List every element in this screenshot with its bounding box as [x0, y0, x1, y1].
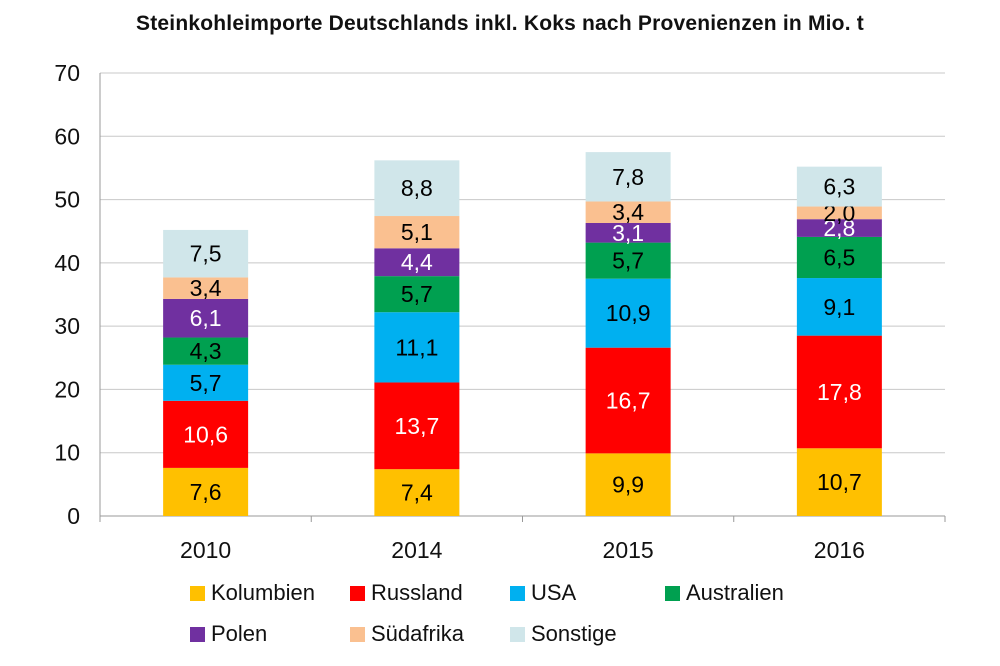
bar-segment: [585, 201, 671, 223]
data-label: 11,1: [395, 334, 438, 360]
bar-segment: [796, 236, 882, 279]
bar-segment: [796, 448, 882, 516]
bar-segment: [796, 206, 882, 220]
y-tick-label: 50: [54, 187, 80, 213]
data-label: 3,1: [612, 220, 644, 246]
bar-segment: [163, 337, 249, 365]
data-label: 7,5: [190, 241, 222, 267]
bar-segment: [163, 400, 249, 468]
bar-segment: [796, 278, 882, 336]
y-tick-label: 70: [54, 60, 80, 86]
y-tick-label: 40: [54, 250, 80, 276]
data-label: 17,8: [817, 379, 862, 405]
bar-segment: [585, 347, 671, 454]
data-label: 9,9: [612, 472, 644, 498]
data-label: 4,3: [190, 338, 222, 364]
data-label: 7,4: [401, 480, 433, 506]
bar-segment: [796, 219, 882, 237]
bar-segment: [374, 382, 460, 470]
data-label: 10,7: [817, 469, 862, 495]
bar-segment: [374, 276, 460, 313]
data-label: 13,7: [394, 413, 439, 439]
bar-segment: [374, 248, 460, 277]
data-label: 16,7: [606, 388, 651, 414]
bar-segment: [585, 242, 671, 279]
data-label: 5,7: [190, 370, 222, 396]
bar-segment: [163, 298, 249, 338]
bar-segment: [585, 278, 671, 348]
data-label: 10,9: [606, 300, 651, 326]
bar-segment: [796, 335, 882, 449]
data-label: 3,4: [612, 199, 644, 225]
data-label: 5,7: [401, 281, 433, 307]
data-label: 5,7: [612, 248, 644, 274]
bar-segment: [374, 160, 460, 217]
bar-segment: [374, 469, 460, 516]
data-label: 6,3: [823, 174, 855, 200]
data-label: 9,1: [823, 294, 855, 320]
bar-segment: [163, 277, 249, 299]
bar-segment: [163, 467, 249, 516]
data-label: 7,8: [612, 164, 644, 190]
bar-segment: [163, 229, 249, 278]
data-label: 7,6: [190, 479, 222, 505]
data-label: 6,1: [190, 305, 222, 331]
y-tick-label: 10: [54, 440, 80, 466]
data-label: 4,4: [401, 249, 433, 275]
bar-segment: [163, 364, 249, 401]
bar-segment: [796, 166, 882, 207]
bar-segment: [585, 152, 671, 202]
bar-segment: [374, 216, 460, 249]
bar-segment: [585, 222, 671, 243]
data-label: 2,8: [823, 215, 855, 241]
data-label: 10,6: [183, 421, 228, 447]
x-tick-label: 2015: [603, 537, 654, 563]
x-tick-label: 2010: [180, 537, 231, 563]
x-tick-label: 2016: [814, 537, 865, 563]
y-tick-label: 60: [54, 123, 80, 149]
y-tick-label: 30: [54, 313, 80, 339]
y-tick-label: 0: [67, 503, 80, 529]
y-tick-label: 20: [54, 376, 80, 402]
data-label: 5,1: [401, 219, 433, 245]
data-label: 6,5: [823, 244, 855, 270]
data-label: 3,4: [190, 275, 222, 301]
chart-title: Steinkohleimporte Deutschlands inkl. Kok…: [136, 12, 864, 35]
data-label: 8,8: [401, 175, 433, 201]
bar-segment: [585, 453, 671, 516]
x-tick-label: 2014: [391, 537, 442, 563]
bar-segment: [374, 312, 460, 383]
